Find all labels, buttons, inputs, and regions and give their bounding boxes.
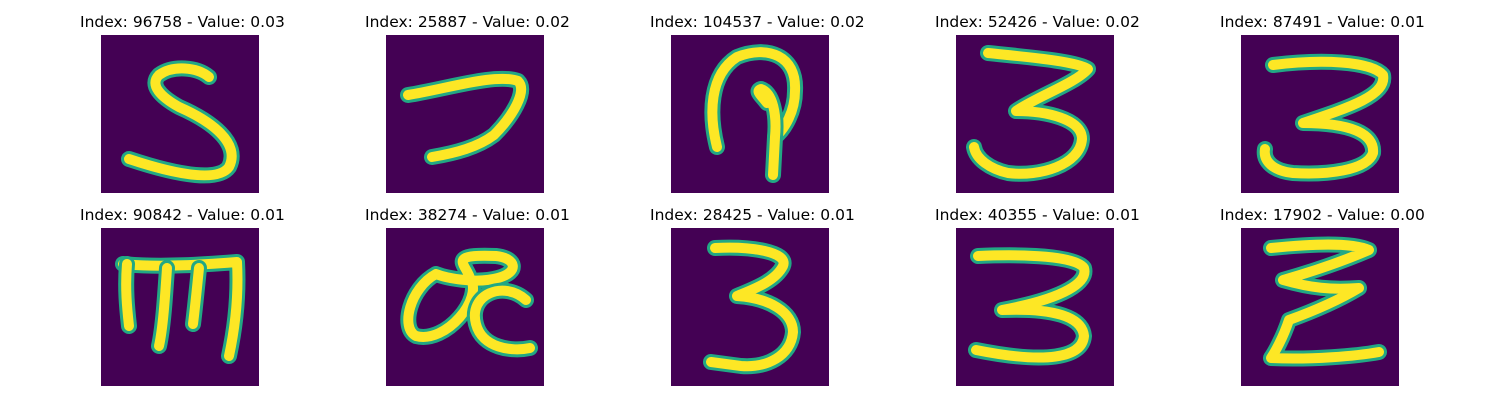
panel-title: Index: 104537 - Value: 0.02 bbox=[650, 13, 865, 31]
panel-title: Index: 90842 - Value: 0.01 bbox=[80, 206, 285, 224]
digit-image bbox=[671, 228, 829, 386]
digit-image bbox=[386, 228, 544, 386]
panel-title: Index: 87491 - Value: 0.01 bbox=[1220, 13, 1425, 31]
panel-title: Index: 17902 - Value: 0.00 bbox=[1220, 206, 1425, 224]
digit-image bbox=[101, 228, 259, 386]
digit-image bbox=[956, 35, 1114, 193]
digit-image bbox=[101, 35, 259, 193]
digit-image bbox=[956, 228, 1114, 386]
digit-image bbox=[1241, 228, 1399, 386]
panel-title: Index: 52426 - Value: 0.02 bbox=[935, 13, 1140, 31]
panel-title: Index: 40355 - Value: 0.01 bbox=[935, 206, 1140, 224]
digit-image bbox=[386, 35, 544, 193]
panel-title: Index: 25887 - Value: 0.02 bbox=[365, 13, 570, 31]
digit-image bbox=[671, 35, 829, 193]
digit-image bbox=[1241, 35, 1399, 193]
panel-title: Index: 38274 - Value: 0.01 bbox=[365, 206, 570, 224]
panel-title: Index: 96758 - Value: 0.03 bbox=[80, 13, 285, 31]
panel-title: Index: 28425 - Value: 0.01 bbox=[650, 206, 855, 224]
